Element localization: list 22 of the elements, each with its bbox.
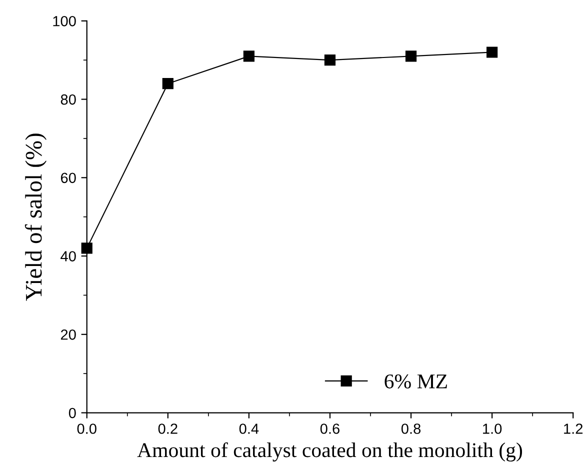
point <box>486 46 498 58</box>
x-tick-label: 0.2 <box>158 424 178 434</box>
x-tick-label: 0.0 <box>77 424 96 434</box>
point <box>162 78 174 90</box>
y-tick-label: 60 <box>60 172 76 184</box>
point <box>81 242 92 254</box>
y-tick-label: 100 <box>53 16 76 26</box>
y-tick-label: 40 <box>60 251 76 262</box>
x-tick-label: 1.0 <box>483 424 502 434</box>
point <box>243 50 254 62</box>
x-tick-label: 1.2 <box>564 424 582 434</box>
legend-label: 6% MZ <box>384 374 447 389</box>
y-tick-label: 0 <box>68 408 76 418</box>
y-tick-label: 80 <box>60 94 76 105</box>
x-tick-label: 0.6 <box>320 424 340 434</box>
point <box>324 54 336 66</box>
point <box>405 50 417 62</box>
x-tick-label: 0.8 <box>401 424 421 434</box>
y-axis-title: Yield of salol (%) <box>24 134 47 301</box>
x-axis-title: Amount of catalyst coated on the monolith (g) <box>137 442 522 462</box>
y-tick-label: 20 <box>60 330 76 340</box>
x-tick-label: 0.4 <box>239 424 259 434</box>
